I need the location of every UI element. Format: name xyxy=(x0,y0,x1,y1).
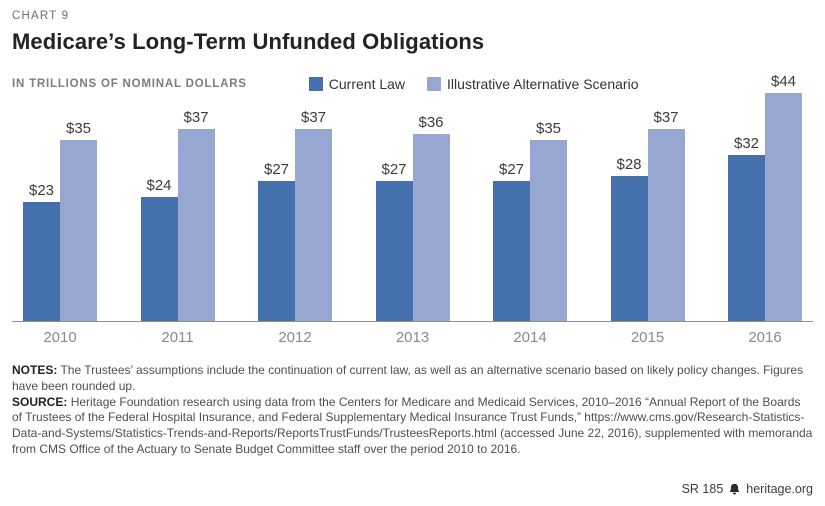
x-axis-label: 2015 xyxy=(630,329,665,346)
chart-number: CHART 9 xyxy=(12,10,70,22)
bar-column: $23 xyxy=(23,182,60,321)
bar-value-label: $44 xyxy=(770,73,797,90)
legend-item-current-law: Current Law xyxy=(308,76,406,92)
bar xyxy=(647,129,685,321)
bar-column: $28 xyxy=(610,156,648,321)
notes-text: The Trustees’ assumptions include the co… xyxy=(12,363,804,393)
legend-label: Illustrative Alternative Scenario xyxy=(447,76,639,92)
heritage-bell-icon xyxy=(729,483,740,494)
bar-column: $27 xyxy=(493,161,530,321)
bar-value-label: $27 xyxy=(263,161,290,178)
bar xyxy=(23,202,60,321)
bar-value-label: $36 xyxy=(418,114,444,131)
bar-value-label: $23 xyxy=(28,182,55,199)
bar-group: $23 $35 xyxy=(23,120,97,321)
x-axis-label: 2012 xyxy=(278,329,312,346)
bar xyxy=(610,176,648,321)
bar-group: $24 $37 xyxy=(140,109,215,321)
bar-value-label: $27 xyxy=(381,161,407,178)
bar-value-label: $37 xyxy=(653,109,679,126)
bar xyxy=(177,129,215,321)
bar-value-label: $35 xyxy=(65,120,92,137)
units-label: IN TRILLIONS OF NOMINAL DOLLARS xyxy=(12,78,247,90)
bar xyxy=(60,140,97,321)
notes-source-block: NOTES: The Trustees’ assumptions include… xyxy=(12,363,813,458)
bar-value-label: $37 xyxy=(183,109,209,126)
bar-chart: $23 $35 $24 $37 $27 $37 $27 $36 $27 $35 $28 $37 $32 $… xyxy=(12,73,813,346)
bar-groups: $23 $35 $24 $37 $27 $37 $27 $36 $27 $35 $28 $37 $32 $… xyxy=(12,73,813,322)
x-axis-label: 2011 xyxy=(161,329,194,346)
legend-swatch-current-law xyxy=(308,77,323,91)
bar-group: $27 $36 xyxy=(375,114,450,321)
bar-value-label: $24 xyxy=(146,177,172,194)
bar-column: $44 xyxy=(765,73,802,321)
x-axis-label: 2013 xyxy=(395,329,430,346)
bar-group: $32 $44 xyxy=(728,73,802,321)
bar-value-label: $28 xyxy=(616,156,642,173)
bar xyxy=(530,140,567,321)
bar-value-label: $35 xyxy=(535,120,562,137)
bar-group: $27 $35 xyxy=(493,120,567,321)
page-title: Medicare’s Long-Term Unfunded Obligation… xyxy=(12,29,485,54)
bar xyxy=(295,129,332,321)
legend-label: Current Law xyxy=(328,76,406,92)
site-link: heritage.org xyxy=(746,482,813,496)
legend-swatch-alternative-scenario xyxy=(427,77,442,91)
bar-column: $35 xyxy=(60,120,97,321)
bar-column: $37 xyxy=(177,109,215,321)
bar xyxy=(258,181,295,321)
x-axis-labels: 2010 2011 2012 2013 2014 2015 2016 xyxy=(12,329,813,346)
subtitle-legend-row: IN TRILLIONS OF NOMINAL DOLLARS Current … xyxy=(12,76,813,92)
x-axis-label: 2016 xyxy=(748,329,782,346)
bar xyxy=(728,155,765,321)
source-paragraph: SOURCE: Heritage Foundation research usi… xyxy=(12,395,813,458)
bar xyxy=(140,197,178,321)
bar-group: $28 $37 xyxy=(610,109,685,321)
bar-column: $32 xyxy=(728,135,765,321)
x-axis-label: 2014 xyxy=(513,329,547,346)
bar xyxy=(765,93,802,321)
bar-column: $37 xyxy=(295,109,332,321)
notes-label: NOTES: xyxy=(12,363,58,377)
bar-column: $27 xyxy=(258,161,295,321)
notes-paragraph: NOTES: The Trustees’ assumptions include… xyxy=(12,363,813,395)
bar xyxy=(375,181,413,321)
source-label: SOURCE: xyxy=(12,394,68,409)
bar-column: $27 xyxy=(375,161,413,321)
bar-column: $37 xyxy=(647,109,685,321)
bar-value-label: $37 xyxy=(300,109,327,126)
bar-column: $24 xyxy=(140,177,178,321)
bar-value-label: $32 xyxy=(733,135,760,152)
bar-value-label: $27 xyxy=(498,161,525,178)
legend-item-alternative-scenario: Illustrative Alternative Scenario xyxy=(427,76,638,92)
bar xyxy=(412,134,450,321)
source-text: Heritage Foundation research using data … xyxy=(12,394,813,457)
x-axis-label: 2010 xyxy=(43,329,77,346)
bar xyxy=(493,181,530,321)
bar-column: $36 xyxy=(412,114,450,321)
footer: SR 185 heritage.org xyxy=(682,482,813,496)
report-id: SR 185 xyxy=(681,482,724,496)
bar-column: $35 xyxy=(530,120,567,321)
legend: Current Law Illustrative Alternative Sce… xyxy=(308,76,638,92)
bar-group: $27 $37 xyxy=(258,109,332,321)
